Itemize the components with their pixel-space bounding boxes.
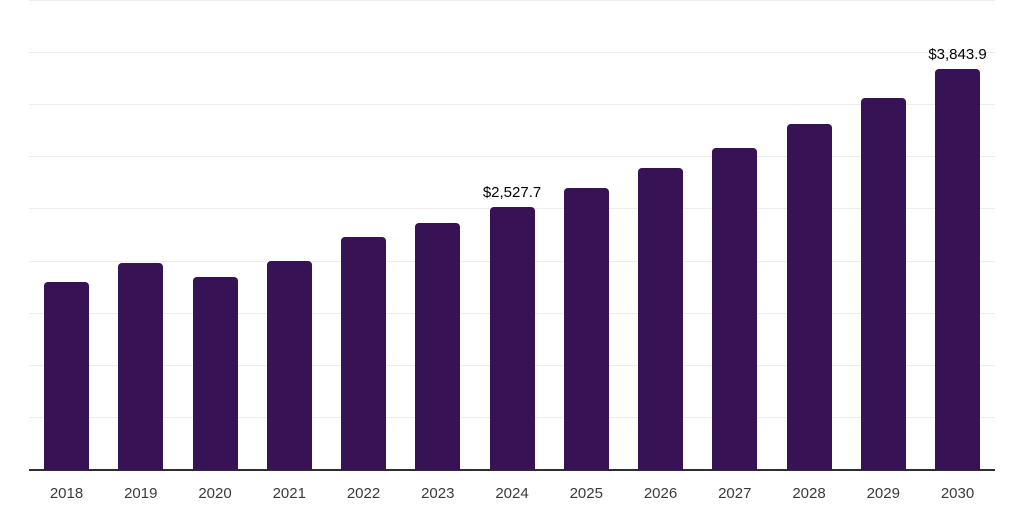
x-tick-label: 2021 [272, 484, 306, 502]
grid-line-3000 [29, 156, 995, 158]
bar-2025 [563, 188, 609, 470]
x-tick-label: 2024 [495, 484, 529, 502]
chart-column-2029: 2029 [860, 0, 906, 512]
bar-value-label: $2,527.7 [482, 183, 542, 201]
chart-column-2022: 2022 [341, 0, 386, 512]
bar-2029 [860, 97, 906, 470]
chart-column-2027: 2027 [712, 0, 758, 512]
chart-column-2021: 2021 [266, 0, 312, 512]
bar-2021 [266, 261, 312, 470]
chart-column-2020: 2020 [192, 0, 238, 512]
bar-2020 [192, 276, 238, 470]
bar-2030 [935, 69, 980, 470]
chart-column-2019: 2019 [118, 0, 164, 512]
x-tick-label: 2020 [198, 484, 232, 502]
bar-2019 [118, 262, 164, 470]
bar-2027 [712, 148, 758, 470]
bar-2022 [341, 237, 386, 470]
chart-column-2028: 2028 [786, 0, 832, 512]
x-tick-label: 2019 [124, 484, 158, 502]
grid-line-4500 [29, 0, 995, 1]
x-tick-label: 2025 [569, 484, 603, 502]
chart-column-2024: $2,527.7 2024 [483, 0, 541, 512]
bar-2024 [489, 206, 535, 470]
x-axis-line [29, 469, 995, 471]
x-tick-label: 2030 [940, 484, 975, 502]
x-tick-label: 2029 [866, 484, 900, 502]
bar-2023 [415, 223, 461, 470]
x-tick-label: 2027 [718, 484, 752, 502]
x-tick-label: 2022 [346, 484, 381, 502]
x-tick-label: 2018 [49, 484, 84, 502]
grid-line-4000 [29, 52, 995, 54]
bar-2026 [638, 167, 683, 470]
bar-value-label: $3,843.9 [928, 46, 987, 64]
x-tick-label: 2026 [643, 484, 678, 502]
x-tick-label: 2023 [421, 484, 455, 502]
grid-line-3500 [29, 104, 995, 106]
chart-column-2023: 2023 [415, 0, 461, 512]
x-tick-label: 2028 [792, 484, 826, 502]
chart-column-2018: 2018 [44, 0, 89, 512]
bar-columns: 2018 2019 2020 2021 2022 2023 $2,527.7 2024 2025… [29, 0, 995, 512]
chart-column-2025: 2025 [563, 0, 609, 512]
chart-column-2026: 2026 [638, 0, 683, 512]
chart-column-2030: $3,843.9 2030 [928, 0, 986, 512]
bar-2028 [786, 124, 832, 470]
bar-2018 [44, 281, 89, 470]
